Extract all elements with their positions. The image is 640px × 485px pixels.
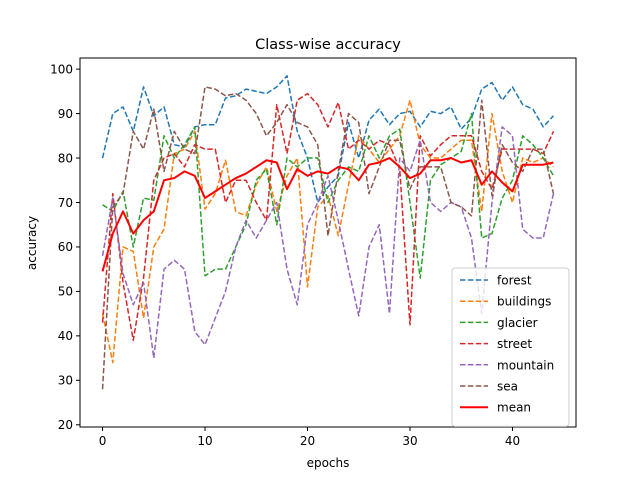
series-line-street xyxy=(101,92,555,342)
legend-label-forest: forest xyxy=(497,274,532,288)
series-line-sea xyxy=(101,86,555,390)
y-tick-label: 50 xyxy=(58,285,73,299)
series-line-mean xyxy=(101,157,554,272)
y-tick-label: 70 xyxy=(58,196,73,210)
axes-frame xyxy=(79,57,577,428)
legend-label-glacier: glacier xyxy=(497,316,538,330)
plot-area: 0 10 20 30 40 20 30 40 50 60 70 80 90 100 forest buildi… xyxy=(50,57,577,448)
y-tick-label: 100 xyxy=(50,62,73,76)
chart-title: Class-wise accuracy xyxy=(255,37,401,53)
legend-box xyxy=(451,267,570,427)
series-line-glacier xyxy=(102,112,555,279)
legend-label-mountain: mountain xyxy=(497,358,554,372)
y-tick-label: 80 xyxy=(58,151,73,165)
legend-label-buildings: buildings xyxy=(497,295,551,309)
y-tick-label: 20 xyxy=(58,418,73,432)
legend: forest buildings glacier street mountain sea m… xyxy=(451,267,570,427)
y-tick-label: 30 xyxy=(58,374,73,388)
y-axis-label: accuracy xyxy=(25,216,39,270)
x-tick-label: 10 xyxy=(197,434,212,448)
y-tick-label: 40 xyxy=(58,329,73,343)
y-tick-label: 60 xyxy=(58,240,73,254)
legend-label-street: street xyxy=(497,337,532,351)
series-line-buildings xyxy=(101,99,554,364)
x-tick-label: 40 xyxy=(505,434,520,448)
x-tick-label: 0 xyxy=(99,434,107,448)
x-tick-label: 30 xyxy=(402,434,417,448)
series-lines xyxy=(101,75,555,390)
x-axis-label: epochs xyxy=(307,456,350,470)
legend-label-mean: mean xyxy=(497,401,531,415)
legend-label-sea: sea xyxy=(497,380,518,394)
y-tick-label: 90 xyxy=(58,107,73,121)
x-tick-label: 20 xyxy=(300,434,315,448)
series-line-forest xyxy=(101,75,555,204)
